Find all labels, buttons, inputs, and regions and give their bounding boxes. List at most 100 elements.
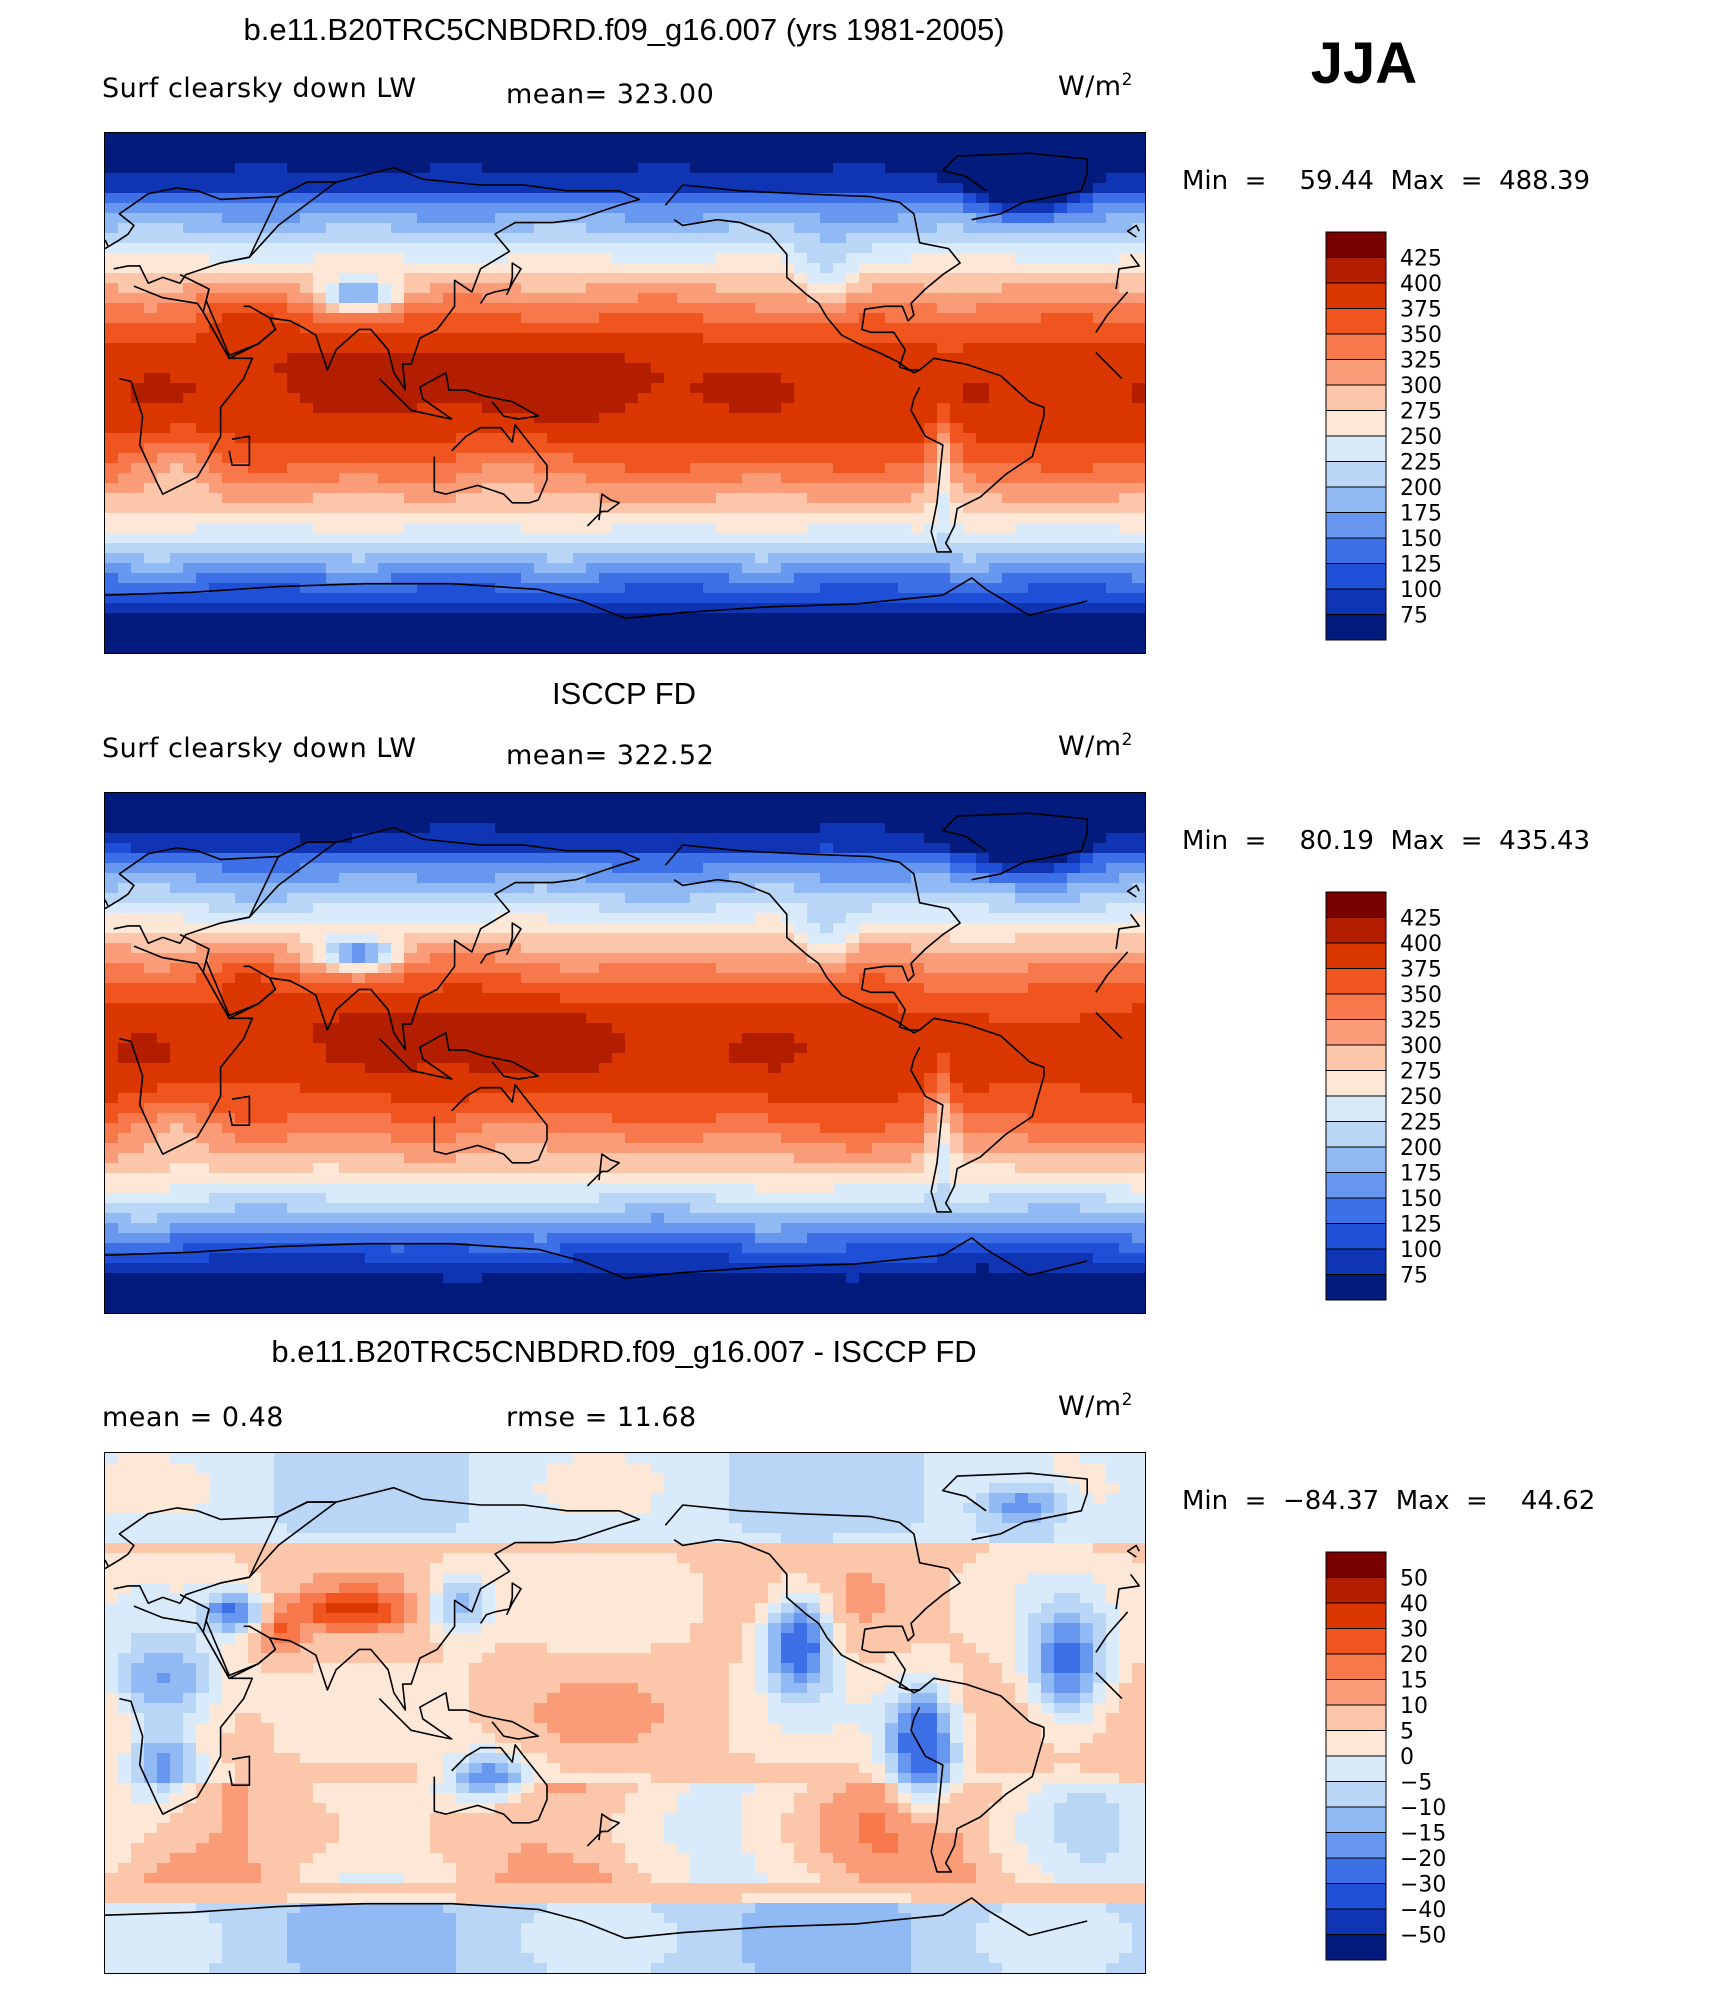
- map-cell: [482, 563, 496, 574]
- map-cell: [560, 593, 574, 604]
- map-cell: [794, 343, 808, 354]
- map-cell: [742, 273, 756, 284]
- map-cell: [885, 283, 899, 294]
- map-cell: [209, 613, 223, 624]
- map-cell: [1028, 523, 1042, 534]
- map-cell: [950, 823, 964, 834]
- map-cell: [911, 523, 925, 534]
- map-cell: [209, 883, 223, 894]
- map-cell: [326, 273, 340, 284]
- map-cell: [508, 473, 522, 484]
- map-cell: [1015, 803, 1029, 814]
- map-cell: [937, 273, 951, 284]
- map-cell: [131, 163, 145, 174]
- map-cell: [1067, 563, 1081, 574]
- map-cell: [469, 413, 483, 424]
- map-cell: [430, 523, 444, 534]
- map-cell: [287, 213, 301, 224]
- map-cell: [1067, 273, 1081, 284]
- map-cell: [625, 163, 639, 174]
- map-cell: [573, 153, 587, 164]
- map-cell: [1015, 833, 1029, 844]
- map-cell: [365, 423, 379, 434]
- map-cell: [456, 533, 470, 544]
- map-cell: [222, 343, 236, 354]
- map-cell: [404, 243, 418, 254]
- colorbar-swatch: [1325, 588, 1387, 615]
- map-cell: [547, 373, 561, 384]
- map-cell: [118, 593, 132, 604]
- map-cell: [300, 643, 314, 653]
- map-cell: [963, 263, 977, 274]
- map-cell: [872, 523, 886, 534]
- map-cell: [144, 373, 158, 384]
- map-cell: [248, 843, 262, 854]
- map-cell: [820, 623, 834, 634]
- map-cell: [300, 553, 314, 564]
- map-cell: [1106, 843, 1120, 854]
- map-cell: [456, 173, 470, 184]
- map-cell: [690, 333, 704, 344]
- map-cell: [989, 263, 1003, 274]
- map-cell: [716, 143, 730, 154]
- map-cell: [339, 193, 353, 204]
- map-cell: [157, 333, 171, 344]
- map-cell: [703, 303, 717, 314]
- map-cell: [534, 173, 548, 184]
- map-cell: [846, 173, 860, 184]
- map-cell: [1015, 633, 1029, 644]
- map-cell: [183, 823, 197, 834]
- map-cell: [339, 553, 353, 564]
- map-cell: [495, 573, 509, 584]
- map-cell: [937, 213, 951, 224]
- map-cell: [833, 413, 847, 424]
- map-cell: [742, 443, 756, 454]
- map-cell: [391, 263, 405, 274]
- map-cell: [1002, 813, 1016, 824]
- map-cell: [586, 423, 600, 434]
- map-cell: [326, 143, 340, 154]
- map-cell: [430, 213, 444, 224]
- map-cell: [976, 143, 990, 154]
- map-cell: [625, 573, 639, 584]
- map-cell: [560, 833, 574, 844]
- map-cell: [547, 253, 561, 264]
- map-cell: [1028, 593, 1042, 604]
- map-cell: [339, 133, 353, 144]
- map-cell: [1002, 523, 1016, 534]
- map-cell: [638, 353, 652, 364]
- map-cell: [391, 323, 405, 334]
- map-cell: [651, 213, 665, 224]
- map-cell: [599, 793, 613, 804]
- map-cell: [300, 293, 314, 304]
- map-cell: [261, 633, 275, 644]
- map-cell: [924, 263, 938, 274]
- map-cell: [768, 383, 782, 394]
- map-cell: [651, 883, 665, 894]
- map-cell: [378, 473, 392, 484]
- map-cell: [638, 593, 652, 604]
- map-cell: [950, 163, 964, 174]
- map-cell: [248, 623, 262, 634]
- map-cell: [183, 143, 197, 154]
- map-cell: [170, 403, 184, 414]
- map-cell: [729, 223, 743, 234]
- map-cell: [1015, 523, 1029, 534]
- map-cell: [443, 443, 457, 454]
- map-cell: [1106, 873, 1120, 884]
- map-cell: [924, 203, 938, 214]
- map-cell: [1067, 473, 1081, 484]
- map-cell: [859, 553, 873, 564]
- map-cell: [144, 323, 158, 334]
- map-cell: [1002, 143, 1016, 154]
- map-cell: [118, 133, 132, 144]
- map-cell: [521, 233, 535, 244]
- map-cell: [261, 303, 275, 314]
- map-cell: [573, 833, 587, 844]
- map-cell: [833, 503, 847, 514]
- map-cell: [1080, 193, 1094, 204]
- map-cell: [183, 803, 197, 814]
- map-cell: [872, 393, 886, 404]
- map-cell: [664, 413, 678, 424]
- map-cell: [443, 873, 457, 884]
